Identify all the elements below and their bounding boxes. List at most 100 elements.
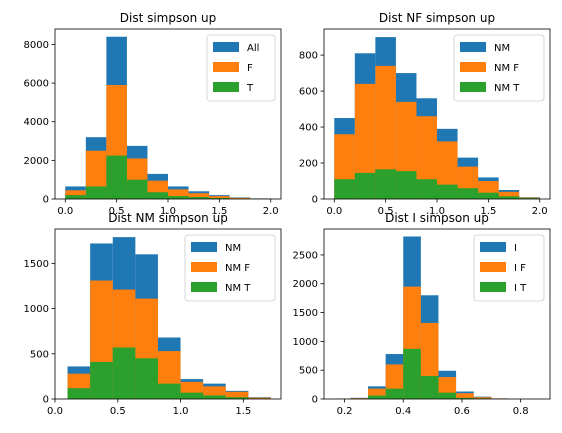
series-nm-t — [67, 347, 271, 399]
y-tick-label: 0 — [43, 195, 49, 206]
legend-swatch — [191, 242, 217, 252]
histogram-bar — [225, 391, 249, 399]
histogram-bar — [203, 395, 226, 399]
histogram-bar — [350, 398, 369, 399]
histogram-bar — [385, 388, 404, 399]
x-tick-label: 1.0 — [160, 206, 176, 217]
y-tick-label: 1000 — [24, 304, 49, 315]
histogram-bar — [135, 358, 158, 399]
y-tick-label: 500 — [30, 349, 49, 360]
histogram-bar — [65, 190, 86, 199]
y-tick-label: 2000 — [24, 156, 49, 167]
histogram-bar — [354, 83, 376, 199]
y-tick-label: 600 — [299, 87, 318, 98]
histogram-bar — [209, 196, 230, 199]
y-tick-label: 800 — [299, 51, 318, 62]
legend-label: F — [247, 63, 253, 74]
histogram-bar — [112, 347, 136, 399]
histogram-bar — [438, 392, 457, 399]
x-tick-label: 1.0 — [173, 406, 189, 417]
histogram-bar — [126, 179, 148, 199]
axes-frame — [323, 228, 551, 400]
legend-label: I — [514, 243, 517, 254]
y-tick-label: 0 — [312, 195, 318, 206]
legend-label: NM T — [225, 283, 251, 294]
subplot-title: Dist NF simpson up — [379, 11, 495, 25]
histogram-bar — [403, 348, 421, 399]
y-axis: 0 2000 4000 6000 8000 — [24, 40, 55, 206]
histogram-bar — [354, 172, 376, 199]
histogram-bar — [395, 171, 417, 199]
axes-frame — [54, 228, 282, 400]
legend-label: I T — [514, 283, 527, 294]
x-tick-label: 0.5 — [378, 206, 394, 217]
legend-swatch — [480, 262, 506, 272]
legend-swatch — [460, 42, 486, 52]
x-axis: 0.0 0.5 1.0 1.5 — [47, 399, 251, 417]
y-axis: 0 500 1000 1500 — [24, 259, 55, 406]
subplot-dist-nf-simpson-up: Dist NF simpson up 0.0 0.5 1.0 1.5 2.0 0 200 40… — [299, 11, 551, 217]
y-tick-label: 2000 — [293, 279, 318, 290]
histogram-bar — [519, 198, 540, 199]
y-tick-label: 1000 — [293, 337, 318, 348]
series-nm-t — [334, 169, 540, 199]
y-tick-label: 6000 — [24, 79, 49, 90]
legend-label: NM T — [494, 83, 520, 94]
legend: I I F I T — [473, 234, 545, 302]
subplot-title: Dist simpson up — [120, 11, 216, 25]
y-axis: 0 500 1000 1500 2000 2500 — [293, 250, 324, 406]
legend-swatch — [460, 82, 486, 92]
legend-label: NM — [494, 43, 510, 54]
histogram-bar — [368, 395, 386, 399]
legend: NM NM F NM T — [184, 234, 276, 302]
y-tick-label: 400 — [299, 123, 318, 134]
legend: NM NM F NM T — [453, 34, 545, 102]
histogram-bar — [375, 65, 396, 200]
x-tick-label: 2.0 — [263, 206, 279, 217]
x-tick-label: 0.4 — [395, 406, 411, 417]
subplot-dist-i-simpson-up: Dist I simpson up 0.2 0.4 0.6 0.8 0 500 1000 15… — [293, 211, 551, 417]
histogram-bar — [248, 397, 271, 399]
histogram-bar — [334, 179, 355, 199]
x-axis: 0.2 0.4 0.6 0.8 — [337, 399, 529, 417]
histogram-bars — [332, 236, 509, 399]
x-tick-label: 0.0 — [47, 406, 63, 417]
histogram-bars — [334, 37, 540, 200]
x-tick-label: 0.8 — [513, 406, 529, 417]
legend-swatch — [191, 262, 217, 272]
x-tick-label: 1.5 — [211, 206, 227, 217]
x-tick-label: 1.5 — [480, 206, 496, 217]
x-tick-label: 1.5 — [235, 406, 251, 417]
x-tick-label: 1.0 — [429, 206, 445, 217]
legend-swatch — [191, 282, 217, 292]
histogram-bar — [478, 192, 499, 199]
y-tick-label: 2500 — [293, 250, 318, 261]
histogram-bar — [498, 196, 520, 199]
histogram-bar — [90, 361, 113, 399]
x-tick-label: 0.0 — [57, 206, 73, 217]
histogram-bar — [437, 184, 458, 199]
histogram-bar — [67, 388, 91, 399]
legend-label: T — [246, 83, 254, 94]
subplot-dist-simpson-up: Dist simpson up 0.0 0.5 1.0 1.5 2.0 0 2000 4000… — [24, 11, 282, 217]
y-tick-label: 1500 — [293, 308, 318, 319]
histogram-bar — [420, 375, 439, 399]
legend-swatch — [213, 42, 239, 52]
legend-swatch — [460, 62, 486, 72]
legend-swatch — [480, 242, 506, 252]
x-tick-label: 0.6 — [454, 406, 470, 417]
histogram-bar — [456, 397, 474, 399]
histogram-bar — [157, 383, 181, 399]
legend-label: NM F — [225, 263, 250, 274]
y-tick-label: 500 — [299, 366, 318, 377]
histogram-bar — [457, 188, 479, 199]
x-axis: 0.0 0.5 1.0 1.5 2.0 — [57, 199, 279, 217]
histogram-bar — [416, 116, 437, 199]
legend-swatch — [213, 82, 239, 92]
histogram-bar — [368, 388, 386, 399]
legend-swatch — [480, 282, 506, 292]
histogram-bars — [65, 36, 271, 200]
histogram-bar — [180, 392, 204, 399]
x-tick-label: 0.5 — [110, 406, 126, 417]
